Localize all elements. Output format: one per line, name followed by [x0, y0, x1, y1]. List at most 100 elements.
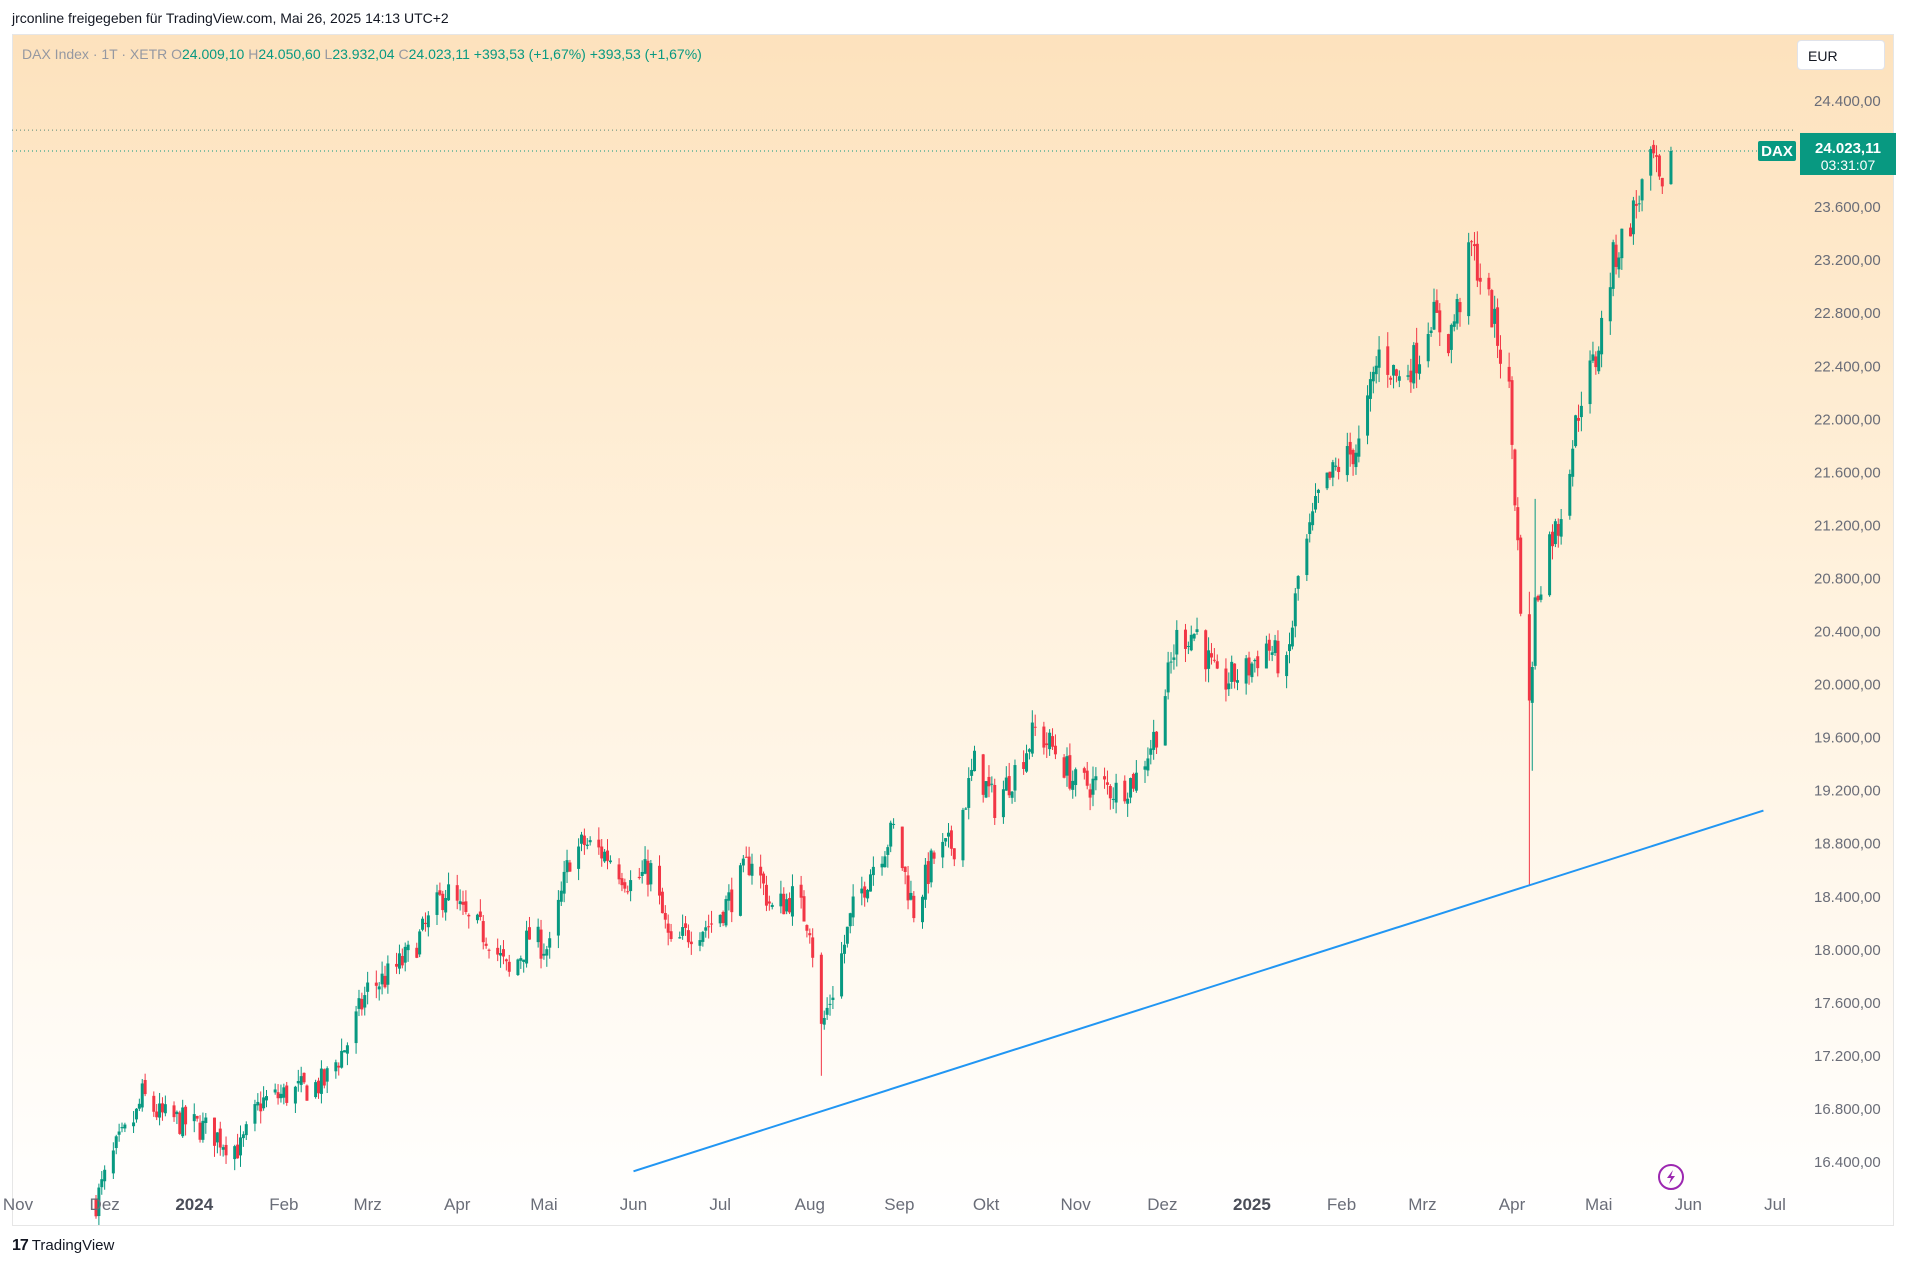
- candle[interactable]: [1649, 146, 1653, 191]
- candle[interactable]: [360, 992, 364, 1016]
- candle[interactable]: [1426, 322, 1430, 368]
- candle[interactable]: [819, 952, 823, 1076]
- candle[interactable]: [461, 890, 465, 916]
- candle[interactable]: [117, 1123, 121, 1142]
- candle[interactable]: [1377, 336, 1381, 383]
- candle[interactable]: [1253, 658, 1257, 673]
- candle[interactable]: [1025, 744, 1029, 773]
- candle[interactable]: [623, 878, 627, 893]
- candle[interactable]: [582, 828, 586, 855]
- candle[interactable]: [961, 807, 965, 867]
- candle[interactable]: [1022, 750, 1026, 775]
- candle[interactable]: [805, 924, 809, 938]
- candle[interactable]: [400, 948, 404, 969]
- candle[interactable]: [152, 1091, 156, 1117]
- candle[interactable]: [1470, 239, 1474, 257]
- candle[interactable]: [1207, 637, 1211, 683]
- candle[interactable]: [1631, 196, 1635, 245]
- candle[interactable]: [689, 931, 693, 955]
- candle[interactable]: [423, 912, 427, 932]
- candle[interactable]: [1669, 146, 1673, 185]
- candle[interactable]: [1348, 432, 1352, 467]
- candle[interactable]: [663, 905, 667, 929]
- candle[interactable]: [828, 994, 832, 1016]
- candle[interactable]: [646, 849, 650, 897]
- candle[interactable]: [1175, 620, 1179, 667]
- candle[interactable]: [1108, 784, 1112, 810]
- candle[interactable]: [1048, 729, 1052, 756]
- candle[interactable]: [923, 857, 927, 908]
- candle[interactable]: [947, 823, 951, 848]
- candle[interactable]: [1082, 766, 1086, 780]
- candle[interactable]: [464, 890, 468, 915]
- candle[interactable]: [1510, 376, 1514, 460]
- candle[interactable]: [727, 884, 731, 911]
- candle[interactable]: [883, 851, 887, 868]
- candle[interactable]: [1553, 518, 1557, 548]
- candle[interactable]: [1620, 228, 1624, 270]
- candle[interactable]: [1568, 469, 1572, 520]
- candle[interactable]: [1004, 766, 1008, 791]
- candle[interactable]: [868, 869, 872, 892]
- candle[interactable]: [1458, 297, 1462, 327]
- candle[interactable]: [1293, 587, 1297, 638]
- candle[interactable]: [507, 954, 511, 977]
- candle[interactable]: [218, 1121, 222, 1156]
- candle[interactable]: [750, 853, 754, 885]
- candle[interactable]: [1608, 272, 1612, 335]
- candle[interactable]: [1091, 766, 1095, 807]
- candle[interactable]: [455, 874, 459, 910]
- candle[interactable]: [1244, 655, 1248, 695]
- candle[interactable]: [759, 854, 763, 889]
- candle[interactable]: [1146, 747, 1150, 777]
- candle[interactable]: [1209, 643, 1213, 665]
- candle[interactable]: [1455, 293, 1459, 330]
- candle[interactable]: [1392, 364, 1396, 389]
- candle[interactable]: [944, 838, 948, 847]
- candle[interactable]: [337, 1062, 341, 1076]
- candle[interactable]: [253, 1099, 257, 1132]
- candle[interactable]: [1123, 775, 1127, 804]
- candle[interactable]: [666, 914, 670, 946]
- candle[interactable]: [1614, 234, 1618, 275]
- candle[interactable]: [889, 820, 893, 853]
- candle[interactable]: [137, 1098, 141, 1112]
- candle[interactable]: [1169, 652, 1173, 674]
- candle[interactable]: [204, 1112, 208, 1134]
- candle[interactable]: [241, 1131, 245, 1147]
- candle[interactable]: [1105, 770, 1109, 795]
- candle[interactable]: [325, 1066, 329, 1094]
- candle[interactable]: [1617, 252, 1621, 278]
- candle[interactable]: [1065, 747, 1069, 787]
- candle[interactable]: [175, 1110, 179, 1125]
- candle[interactable]: [1256, 650, 1260, 677]
- candle[interactable]: [1027, 748, 1031, 760]
- candle[interactable]: [276, 1084, 280, 1105]
- candle[interactable]: [871, 856, 875, 886]
- candle[interactable]: [1212, 648, 1216, 663]
- candle[interactable]: [438, 882, 442, 897]
- candle[interactable]: [981, 753, 985, 803]
- candle[interactable]: [496, 938, 500, 962]
- candle[interactable]: [658, 855, 662, 905]
- candle[interactable]: [340, 1038, 344, 1069]
- candle[interactable]: [319, 1060, 323, 1104]
- candle[interactable]: [1527, 591, 1531, 885]
- candle[interactable]: [1449, 323, 1453, 364]
- candle[interactable]: [617, 858, 621, 885]
- candle[interactable]: [568, 859, 572, 872]
- candle[interactable]: [1308, 513, 1312, 543]
- candle[interactable]: [1316, 488, 1320, 504]
- candle[interactable]: [1550, 524, 1554, 560]
- candle[interactable]: [1134, 760, 1138, 793]
- candle[interactable]: [1597, 346, 1601, 375]
- candle[interactable]: [640, 860, 644, 884]
- candle[interactable]: [1215, 654, 1219, 670]
- candle[interactable]: [345, 1042, 349, 1066]
- candle[interactable]: [730, 877, 734, 923]
- candle[interactable]: [374, 970, 378, 999]
- candle[interactable]: [447, 872, 451, 901]
- candle[interactable]: [163, 1095, 167, 1117]
- tradingview-footer[interactable]: 17 TradingView: [12, 1237, 114, 1255]
- candle[interactable]: [458, 889, 462, 911]
